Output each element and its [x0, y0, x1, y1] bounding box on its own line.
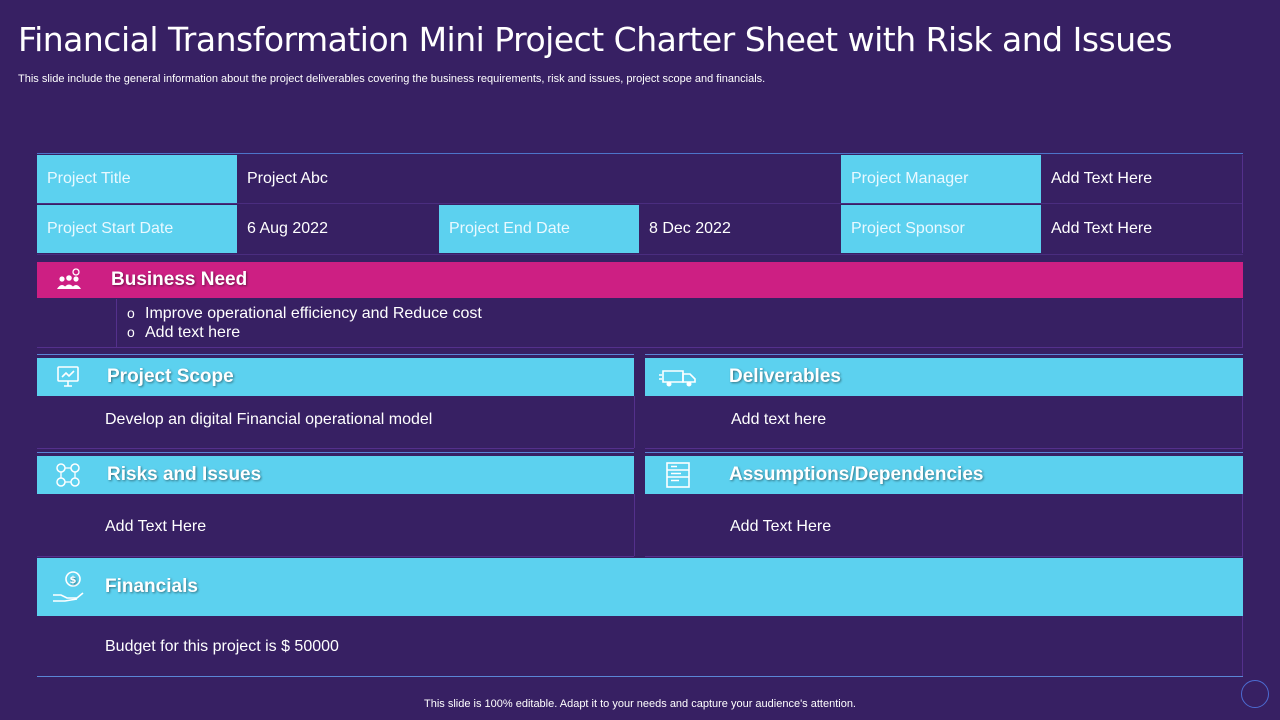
deliverables-heading: Deliverables	[729, 366, 841, 387]
risks-heading: Risks and Issues	[107, 464, 262, 485]
risks-top-border	[37, 452, 634, 453]
business-need-bullet: o Improve operational efficiency and Redu…	[127, 305, 482, 323]
page-title: Financial Transformation Mini Project Ch…	[18, 20, 1173, 59]
table-right-border	[1242, 155, 1243, 253]
delivery-truck-icon	[659, 370, 696, 387]
start-date-label: Project Start Date	[37, 205, 237, 253]
project-manager-value: Add Text Here	[1051, 170, 1153, 187]
risks-text: Add Text Here	[105, 518, 207, 535]
page-subtitle: This slide include the general informati…	[18, 73, 766, 85]
project-scope-header: Project Scope	[37, 358, 634, 396]
project-title-value: Project Abc	[247, 170, 328, 187]
assumptions-text: Add Text Here	[730, 518, 832, 535]
table-row-divider	[37, 203, 1243, 204]
project-manager-label: Project Manager	[841, 155, 1041, 203]
bullet-text: Improve operational efficiency and Reduc…	[145, 305, 482, 322]
risks-bottom-border	[37, 556, 634, 557]
deliverables-bottom-border	[645, 448, 1243, 449]
project-scope-text: Develop an digital Financial operational…	[105, 411, 433, 428]
document-list-icon	[666, 462, 690, 488]
deliverables-header: Deliverables	[645, 358, 1243, 396]
bullet-marker: o	[127, 324, 135, 340]
monitor-chart-icon	[57, 366, 79, 387]
business-need-divider	[116, 299, 117, 347]
financials-text: Budget for this project is $ 50000	[105, 638, 339, 655]
assumptions-heading: Assumptions/Dependencies	[729, 464, 984, 485]
assumptions-top-border	[645, 452, 1243, 453]
financials-heading: Financials	[105, 576, 198, 597]
business-need-bullet: o Add text here	[127, 324, 240, 342]
hand-coin-icon: $	[53, 571, 84, 602]
business-need-heading: Business Need	[111, 269, 248, 290]
deliverables-top-border	[645, 354, 1243, 355]
project-scope-heading: Project Scope	[107, 366, 234, 387]
slide-nav-circle[interactable]	[1241, 680, 1269, 708]
footer-note: This slide is 100% editable. Adapt it to…	[424, 698, 856, 710]
assumptions-header: Assumptions/Dependencies	[645, 456, 1243, 494]
end-date-label: Project End Date	[439, 205, 639, 253]
scope-right-border	[634, 396, 635, 448]
project-sponsor-label: Project Sponsor	[841, 205, 1041, 253]
business-need-right-border	[1242, 299, 1243, 347]
table-top-border	[37, 153, 1243, 154]
start-date-value: 6 Aug 2022	[247, 220, 328, 237]
deliverables-right-border	[1242, 396, 1243, 448]
people-icon	[57, 268, 81, 289]
assumptions-right-border	[1242, 494, 1243, 556]
assumptions-bottom-border	[645, 556, 1243, 557]
scope-top-border	[37, 354, 634, 355]
risks-right-border	[634, 494, 635, 556]
financials-header: $ Financials	[37, 558, 1243, 616]
scope-bottom-border	[37, 448, 634, 449]
project-title-label: Project Title	[37, 155, 237, 203]
business-need-header: Business Need	[37, 262, 1243, 298]
financials-right-border	[1242, 616, 1243, 676]
table-bottom-border	[37, 254, 1243, 255]
end-date-value: 8 Dec 2022	[649, 220, 731, 237]
bullet-text: Add text here	[145, 324, 241, 341]
project-sponsor-value: Add Text Here	[1051, 220, 1153, 237]
svg-text:$: $	[70, 575, 77, 586]
financials-bottom-border	[37, 676, 1243, 677]
deliverables-text: Add text here	[731, 411, 827, 428]
risks-header: Risks and Issues	[37, 456, 634, 494]
bullet-marker: o	[127, 305, 135, 321]
business-need-bottom-border	[37, 347, 1243, 348]
risk-nodes-icon	[56, 463, 80, 487]
